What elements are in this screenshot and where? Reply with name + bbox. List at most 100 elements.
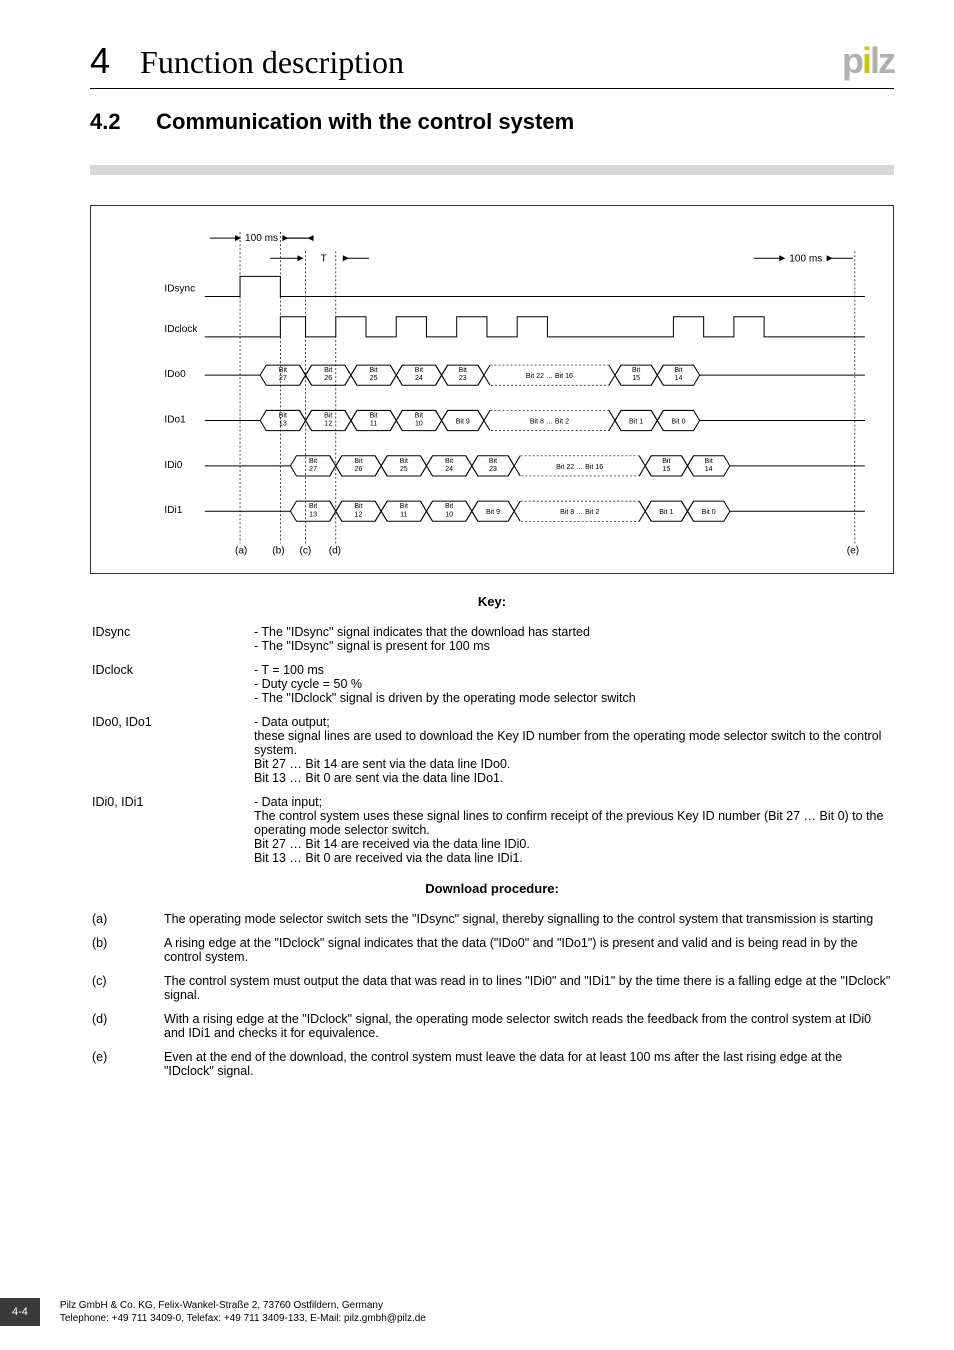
svg-text:Bit 1: Bit 1 <box>629 419 643 426</box>
svg-text:11: 11 <box>370 421 377 428</box>
procedure-table: (a)The operating mode selector switch se… <box>90 906 894 1084</box>
key-label: IDsync <box>92 621 252 657</box>
svg-text:Bit 1: Bit 1 <box>659 509 673 516</box>
sig-ido1: IDo1 <box>164 415 186 426</box>
svg-text:Bit: Bit <box>415 412 423 419</box>
svg-text:Bit: Bit <box>445 458 453 465</box>
svg-text:14: 14 <box>675 375 683 382</box>
svg-text:Bit 22 … Bit 16: Bit 22 … Bit 16 <box>526 373 573 380</box>
page-header: 4 Function description pilz <box>90 40 894 89</box>
marker-a: (a) <box>235 546 247 557</box>
proc-text: The control system must output the data … <box>164 970 892 1006</box>
proc-label: (c) <box>92 970 162 1006</box>
marker-c: (c) <box>299 546 311 557</box>
svg-text:Bit: Bit <box>354 458 362 465</box>
proc-label: (e) <box>92 1046 162 1082</box>
svg-text:Bit: Bit <box>279 367 287 374</box>
logo: pilz <box>842 40 894 82</box>
svg-text:26: 26 <box>355 466 363 473</box>
proc-label: (d) <box>92 1008 162 1044</box>
svg-text:10: 10 <box>415 421 423 428</box>
svg-text:27: 27 <box>279 375 287 382</box>
sig-idclock: IDclock <box>164 324 198 335</box>
svg-text:23: 23 <box>489 466 497 473</box>
svg-text:Bit 9: Bit 9 <box>456 419 470 426</box>
svg-text:Bit: Bit <box>369 412 377 419</box>
sig-idsync: IDsync <box>164 284 195 295</box>
svg-text:14: 14 <box>705 466 713 473</box>
svg-text:Bit: Bit <box>369 367 377 374</box>
page-footer: 4-4 Pilz GmbH & Co. KG, Felix-Wankel-Str… <box>0 1298 894 1326</box>
key-text: - Data output; these signal lines are us… <box>254 711 892 789</box>
svg-text:24: 24 <box>415 375 423 382</box>
sig-idi0: IDi0 <box>164 460 182 471</box>
svg-text:26: 26 <box>324 375 332 382</box>
label-period: T <box>321 253 327 264</box>
svg-text:23: 23 <box>459 375 467 382</box>
marker-b: (b) <box>272 546 284 557</box>
svg-text:Bit: Bit <box>279 412 287 419</box>
svg-text:Bit: Bit <box>705 458 713 465</box>
svg-text:Bit 0: Bit 0 <box>671 419 685 426</box>
svg-text:10: 10 <box>445 511 453 518</box>
proc-label: (a) <box>92 908 162 930</box>
svg-text:Bit: Bit <box>632 367 640 374</box>
svg-text:Bit: Bit <box>309 458 317 465</box>
proc-text: A rising edge at the "IDclock" signal in… <box>164 932 892 968</box>
chapter-title: Function description <box>140 44 842 81</box>
svg-text:Bit 0: Bit 0 <box>702 509 716 516</box>
svg-text:Bit: Bit <box>415 367 423 374</box>
proc-text: The operating mode selector switch sets … <box>164 908 892 930</box>
svg-text:Bit: Bit <box>354 503 362 510</box>
sig-idi1: IDi1 <box>164 505 182 516</box>
proc-text: With a rising edge at the "IDclock" sign… <box>164 1008 892 1044</box>
svg-text:12: 12 <box>355 511 363 518</box>
label-100ms-left: 100 ms <box>245 233 278 244</box>
svg-text:12: 12 <box>324 421 332 428</box>
svg-text:11: 11 <box>400 511 407 518</box>
svg-text:24: 24 <box>445 466 453 473</box>
svg-text:Bit: Bit <box>400 458 408 465</box>
svg-text:Bit: Bit <box>309 503 317 510</box>
key-table: IDsync- The "IDsync" signal indicates th… <box>90 619 894 871</box>
chapter-number: 4 <box>90 40 110 82</box>
key-heading: Key: <box>90 594 894 609</box>
svg-text:25: 25 <box>370 375 378 382</box>
svg-text:27: 27 <box>309 466 317 473</box>
svg-text:13: 13 <box>309 511 317 518</box>
svg-text:Bit: Bit <box>400 503 408 510</box>
svg-text:15: 15 <box>632 375 640 382</box>
marker-e: (e) <box>847 546 859 557</box>
svg-text:Bit 8 … Bit 2: Bit 8 … Bit 2 <box>560 509 599 516</box>
section-title: 4.2 Communication with the control syste… <box>90 109 894 135</box>
svg-text:Bit: Bit <box>674 367 682 374</box>
section-number: 4.2 <box>90 109 150 135</box>
proc-text: Even at the end of the download, the con… <box>164 1046 892 1082</box>
svg-text:Bit 22 … Bit 16: Bit 22 … Bit 16 <box>556 464 603 471</box>
timing-diagram: .sl{stroke:#000;stroke-width:1;fill:none… <box>90 205 894 574</box>
key-text: - Data input; The control system uses th… <box>254 791 892 869</box>
svg-text:Bit: Bit <box>445 503 453 510</box>
svg-text:Bit 9: Bit 9 <box>486 509 500 516</box>
svg-text:15: 15 <box>662 466 670 473</box>
separator-bar <box>90 165 894 175</box>
svg-text:13: 13 <box>279 421 287 428</box>
procedure-heading: Download procedure: <box>90 881 894 896</box>
svg-text:Bit: Bit <box>489 458 497 465</box>
key-text: - T = 100 ms - Duty cycle = 50 % - The "… <box>254 659 892 709</box>
proc-label: (b) <box>92 932 162 968</box>
key-label: IDo0, IDo1 <box>92 711 252 789</box>
footer-line2: Telephone: +49 711 3409-0, Telefax: +49 … <box>60 1312 426 1325</box>
marker-d: (d) <box>329 546 341 557</box>
sig-ido0: IDo0 <box>164 369 186 380</box>
label-100ms-right: 100 ms <box>789 253 822 264</box>
page-number: 4-4 <box>0 1298 40 1326</box>
svg-text:Bit: Bit <box>459 367 467 374</box>
svg-text:Bit 8 … Bit 2: Bit 8 … Bit 2 <box>530 419 569 426</box>
footer-line1: Pilz GmbH & Co. KG, Felix-Wankel-Straße … <box>60 1299 426 1312</box>
section-heading: Communication with the control system <box>156 109 574 134</box>
svg-text:Bit: Bit <box>324 412 332 419</box>
svg-text:Bit: Bit <box>324 367 332 374</box>
key-label: IDi0, IDi1 <box>92 791 252 869</box>
key-text: - The "IDsync" signal indicates that the… <box>254 621 892 657</box>
